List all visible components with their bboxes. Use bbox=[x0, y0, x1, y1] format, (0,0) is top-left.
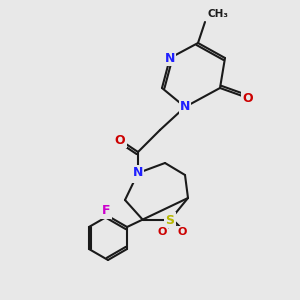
Text: O: O bbox=[115, 134, 125, 146]
Text: S: S bbox=[166, 214, 175, 226]
Text: N: N bbox=[133, 169, 143, 182]
Text: N: N bbox=[180, 100, 190, 113]
Text: O: O bbox=[157, 227, 167, 237]
Text: O: O bbox=[243, 92, 253, 104]
Text: N: N bbox=[165, 52, 175, 64]
Text: CH₃: CH₃ bbox=[208, 9, 229, 19]
Text: N: N bbox=[133, 167, 143, 179]
Text: F: F bbox=[102, 205, 110, 218]
Text: O: O bbox=[177, 227, 187, 237]
